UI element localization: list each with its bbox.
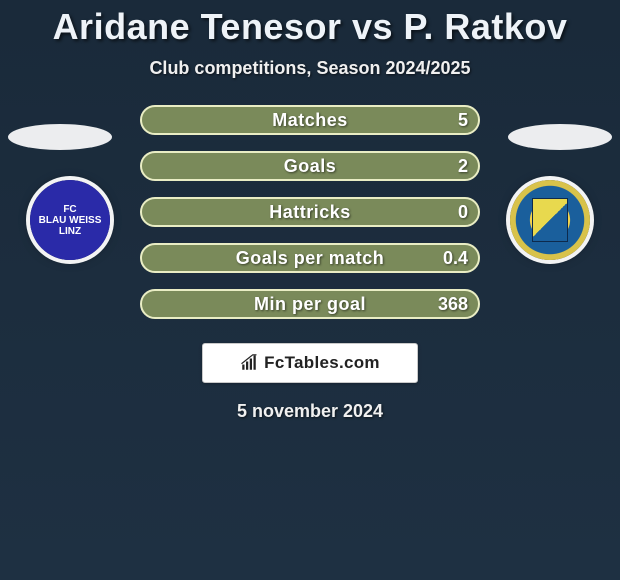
stat-right-value: 0 xyxy=(458,199,468,225)
stat-label: Goals xyxy=(284,156,337,177)
shield-icon xyxy=(510,180,590,260)
club-crest-left-text: FCBLAU WEISSLINZ xyxy=(39,204,102,237)
stat-label: Goals per match xyxy=(236,248,385,269)
stat-row-hattricks: Hattricks 0 xyxy=(140,197,480,227)
stat-label: Min per goal xyxy=(254,294,366,315)
stat-row-min-per-goal: Min per goal 368 xyxy=(140,289,480,319)
stat-label: Hattricks xyxy=(269,202,351,223)
club-crest-right xyxy=(510,180,590,260)
stat-right-value: 368 xyxy=(438,291,468,317)
page-subtitle: Club competitions, Season 2024/2025 xyxy=(149,58,470,79)
player-left-photo-placeholder xyxy=(8,124,112,150)
brand-label: FcTables.com xyxy=(264,353,380,373)
player-right-photo-placeholder xyxy=(508,124,612,150)
stat-label: Matches xyxy=(272,110,348,131)
brand-badge: FcTables.com xyxy=(202,343,418,383)
stat-row-goals-per-match: Goals per match 0.4 xyxy=(140,243,480,273)
shield-icon: FCBLAU WEISSLINZ xyxy=(30,180,110,260)
stat-row-matches: Matches 5 xyxy=(140,105,480,135)
footer-date: 5 november 2024 xyxy=(237,401,383,422)
stat-right-value: 2 xyxy=(458,153,468,179)
page-title: Aridane Tenesor vs P. Ratkov xyxy=(53,6,568,48)
comparison-card: Aridane Tenesor vs P. Ratkov Club compet… xyxy=(0,0,620,580)
crest-inner-shape xyxy=(532,198,568,242)
stat-right-value: 0.4 xyxy=(443,245,468,271)
club-crest-left: FCBLAU WEISSLINZ xyxy=(30,180,110,260)
stat-row-goals: Goals 2 xyxy=(140,151,480,181)
stat-right-value: 5 xyxy=(458,107,468,133)
bar-chart-icon xyxy=(240,354,258,372)
